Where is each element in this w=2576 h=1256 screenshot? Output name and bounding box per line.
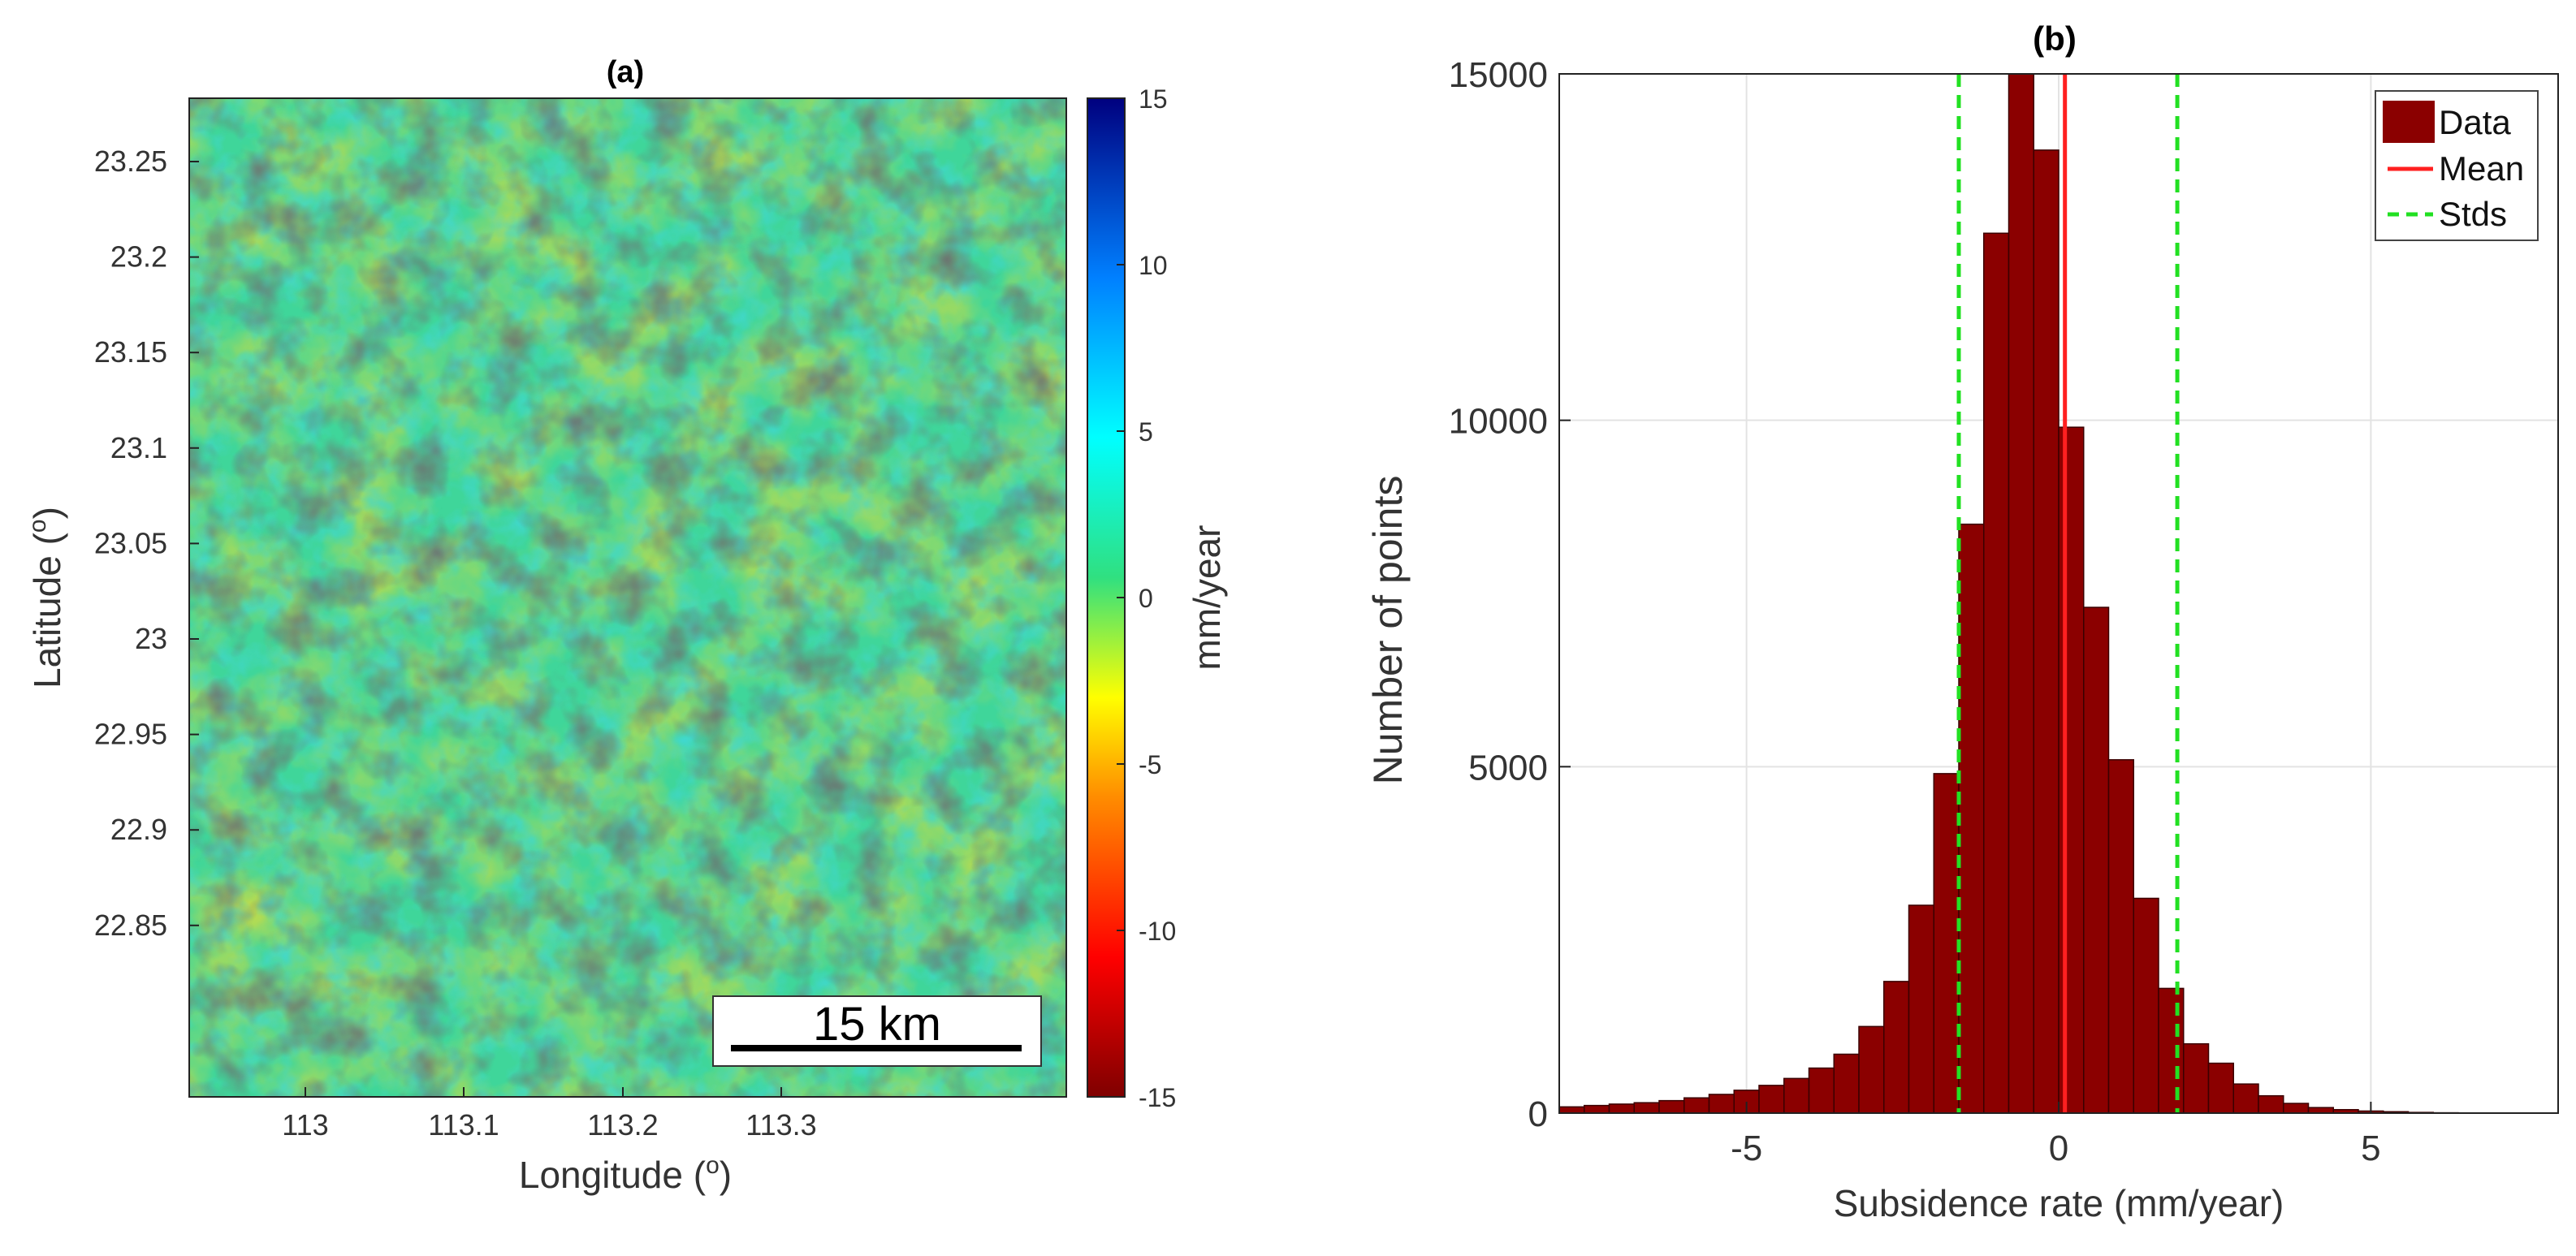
panel-a-x-tick-label: 113.3 — [746, 1108, 816, 1142]
histogram-bar — [1883, 981, 1910, 1114]
panel-a-y-tick-label: 22.9 — [110, 813, 167, 846]
map-frame — [188, 97, 1067, 1098]
histogram-bar — [2283, 1103, 2310, 1114]
histogram-bar — [2232, 1083, 2259, 1114]
histogram-bar — [1858, 1025, 1885, 1114]
histogram-bar — [2207, 1062, 2234, 1114]
panel-a-xlabel: Longitude (o) — [519, 1152, 732, 1196]
histogram-bar — [2133, 897, 2159, 1114]
panel-a-x-tick-label: 113.2 — [587, 1108, 658, 1142]
panel-a-ylabel-text: Latitude ( — [26, 532, 68, 688]
legend-stds-label: Stds — [2439, 195, 2507, 233]
panel-a-xlabel-end: ) — [720, 1154, 732, 1196]
legend-data-swatch — [2383, 101, 2435, 143]
panel-b-x-tick-label: 5 — [2361, 1129, 2380, 1168]
histogram-bar — [1708, 1094, 1735, 1114]
histogram-bars — [1558, 73, 2559, 1114]
scale-bar: 15 km — [712, 995, 1042, 1067]
panel-a-ylabel-end: ) — [26, 507, 68, 519]
panel-b-y-tick-label: 10000 — [1449, 402, 1548, 442]
histogram-bar — [2107, 759, 2134, 1114]
histogram-bar — [2307, 1107, 2334, 1114]
histogram-bar — [1683, 1097, 1710, 1114]
panel-a-y-ticks: 23.25 23.2 23.15 23.1 23.05 23 22.95 22.9 22.85 — [94, 145, 199, 942]
panel-a-y-tick-label: 22.95 — [94, 718, 167, 751]
legend-mean-label: Mean — [2439, 149, 2524, 188]
histogram-bar — [1933, 773, 1960, 1114]
deformation-map — [189, 98, 1066, 1097]
colorbar-ticks: 15 10 5 0 -5 -10 -15 — [1117, 84, 1176, 1112]
colorbar-tick-label: 0 — [1139, 584, 1153, 613]
panel-a-ylabel-sup: o — [24, 519, 51, 533]
panel-b-x-tick-label: -5 — [1731, 1129, 1762, 1168]
panel-a-y-tick-label: 23 — [135, 622, 167, 655]
histogram-bar — [1983, 232, 2010, 1114]
panel-b: (b) -5 0 5 0 5000 10000 15000 Subsidence rate … — [1365, 19, 2559, 1224]
histogram-bar — [1808, 1067, 1835, 1114]
panel-b-x-tick-label: 0 — [2049, 1129, 2068, 1168]
panel-b-ticks: -5 0 5 0 5000 10000 15000 — [1449, 55, 2381, 1168]
histogram-bar — [2083, 606, 2110, 1114]
panel-a-y-tick-label: 23.25 — [94, 145, 167, 178]
reference-lines — [1956, 74, 2180, 1113]
colorbar-tick-label: -10 — [1139, 917, 1176, 946]
panel-a-y-tick-label: 22.85 — [94, 909, 167, 942]
histogram-bar — [2183, 1042, 2210, 1114]
histogram-bar — [1958, 523, 1985, 1114]
panel-b-y-tick-label: 5000 — [1468, 748, 1548, 788]
colorbar-tick-label: 10 — [1139, 251, 1168, 280]
panel-a-xlabel-text: Longitude ( — [519, 1154, 707, 1196]
histogram-bar — [1833, 1053, 1860, 1114]
histogram-bar — [1783, 1077, 1810, 1114]
panel-a-x-tick-label: 113 — [282, 1108, 328, 1142]
panel-a-y-tick-label: 23.1 — [110, 431, 167, 464]
scale-bar-line — [731, 1045, 1022, 1051]
histogram-bar — [1758, 1085, 1785, 1114]
histogram-bar — [1658, 1099, 1685, 1114]
panel-b-y-tick-label: 15000 — [1449, 55, 1548, 95]
panel-b-y-tick-label: 0 — [1528, 1094, 1548, 1134]
panel-b-title: (b) — [2033, 19, 2077, 58]
histogram-bar — [1584, 1104, 1610, 1114]
panel-a-title: (a) — [607, 55, 644, 89]
map-gray-patches — [189, 98, 1066, 1097]
panel-a: (a) 15 km 113 113.1 113.2 113.3 23.2523.223… — [24, 55, 1228, 1196]
legend: Data Mean Stds — [2375, 90, 2539, 241]
legend-data-label: Data — [2439, 103, 2511, 141]
panel-a-ylabel: Latitude (o) — [24, 507, 68, 688]
histogram-bar — [1558, 1106, 1585, 1114]
histogram-bar — [2008, 73, 2034, 1114]
scale-bar-label: 15 km — [813, 998, 941, 1051]
panel-a-x-ticks: 113 113.1 113.2 113.3 — [282, 1087, 817, 1142]
histogram-bar — [2258, 1094, 2284, 1114]
colorbar-tick-label: 15 — [1139, 84, 1168, 114]
histogram-bar — [1908, 904, 1934, 1114]
colorbar: 15 10 5 0 -5 -10 -15 mm/year — [1087, 84, 1228, 1112]
colorbar-tick-label: -5 — [1139, 750, 1161, 779]
panel-a-y-tick-label: 23.15 — [94, 335, 167, 369]
panel-a-x-tick-label: 113.1 — [428, 1108, 499, 1142]
colorbar-tick-label: -15 — [1139, 1083, 1176, 1112]
panel-a-y-tick-label: 23.05 — [94, 526, 167, 559]
histogram-bar — [1633, 1102, 1660, 1114]
histogram-bar — [2033, 149, 2060, 1114]
histogram-bar — [2158, 987, 2185, 1114]
histogram-bar — [1608, 1103, 1635, 1114]
panel-b-ylabel: Number of points — [1365, 476, 1411, 785]
histogram-bar — [2058, 426, 2085, 1114]
panel-a-xlabel-sup: o — [706, 1152, 720, 1179]
colorbar-label: mm/year — [1186, 525, 1228, 671]
panel-a-y-tick-label: 23.2 — [110, 240, 167, 274]
colorbar-tick-label: 5 — [1139, 417, 1153, 447]
panel-b-xlabel: Subsidence rate (mm/year) — [1834, 1182, 2284, 1224]
